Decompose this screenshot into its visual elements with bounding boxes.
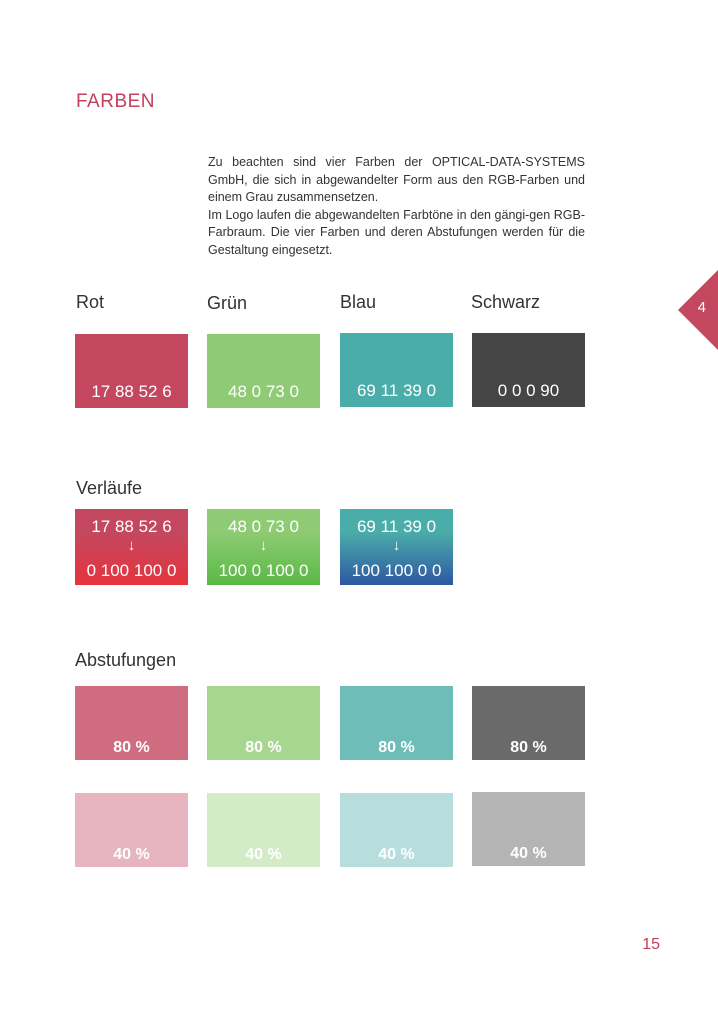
arrow-down-icon: ↓ (392, 537, 401, 554)
tint-80-rot: 80 % (75, 686, 188, 760)
tint-40-schwarz: 40 % (472, 792, 585, 866)
arrow-down-icon: ↓ (259, 537, 268, 554)
tint-40-blau: 40 % (340, 793, 453, 867)
tint-percent: 80 % (245, 739, 282, 756)
tint-80-blau: 80 % (340, 686, 453, 760)
tints-heading: Abstufungen (75, 650, 177, 670)
page-title: FARBEN (76, 90, 156, 112)
color-label-schwarz: Schwarz (471, 292, 541, 312)
swatch-blau: 69 11 39 0 (340, 333, 453, 407)
swatch-gruen: 48 0 73 0 (207, 334, 320, 408)
color-label-gruen: Grün (207, 293, 248, 313)
swatch-code: 69 11 39 0 (356, 381, 437, 400)
swatch-rot: 17 88 52 6 (75, 334, 188, 408)
swatch-code: 48 0 73 0 (228, 382, 299, 401)
tint-40-rot: 40 % (75, 793, 188, 867)
intro-paragraph-2: Im Logo laufen die abgewandelten Farbtön… (208, 207, 585, 257)
gradient-to: 100 100 0 0 (351, 561, 442, 580)
swatch-code: 0 0 0 90 (497, 381, 560, 400)
tint-percent: 40 % (245, 846, 282, 863)
intro-paragraph-1: Zu beachten sind vier Farben der OPTICAL… (208, 155, 585, 204)
swatch-code: 17 88 52 6 (91, 382, 172, 401)
tint-80-gruen: 80 % (207, 686, 320, 760)
color-label-rot: Rot (76, 292, 105, 312)
tint-80-schwarz: 80 % (472, 686, 585, 760)
intro-text: Zu beachten sind vier Farben der OPTICAL… (208, 154, 585, 259)
tint-percent: 80 % (378, 739, 415, 756)
tint-percent: 40 % (510, 845, 547, 862)
chapter-tab-number: 4 (697, 299, 706, 316)
tint-percent: 40 % (378, 846, 415, 863)
gradient-from: 17 88 52 6 (91, 517, 172, 536)
color-label-blau: Blau (340, 292, 377, 312)
tint-40-gruen: 40 % (207, 793, 320, 867)
page-number: 15 (642, 936, 660, 953)
tint-percent: 80 % (113, 739, 150, 756)
gradient-from: 69 11 39 0 (356, 517, 437, 536)
gradient-from: 48 0 73 0 (228, 517, 299, 536)
gradient-rot: 17 88 52 6 ↓ 0 100 100 0 (75, 509, 188, 585)
arrow-down-icon: ↓ (127, 537, 136, 554)
chapter-tab-shape (678, 270, 718, 350)
gradient-gruen: 48 0 73 0 ↓ 100 0 100 0 (207, 509, 320, 585)
chapter-tab (678, 270, 718, 350)
gradient-blau: 69 11 39 0 ↓ 100 100 0 0 (340, 509, 453, 585)
gradient-to: 0 100 100 0 (86, 561, 177, 580)
swatch-schwarz: 0 0 0 90 (472, 333, 585, 407)
gradient-to: 100 0 100 0 (218, 561, 309, 580)
gradients-heading: Verläufe (76, 478, 143, 498)
tint-percent: 40 % (113, 846, 150, 863)
tint-percent: 80 % (510, 739, 547, 756)
